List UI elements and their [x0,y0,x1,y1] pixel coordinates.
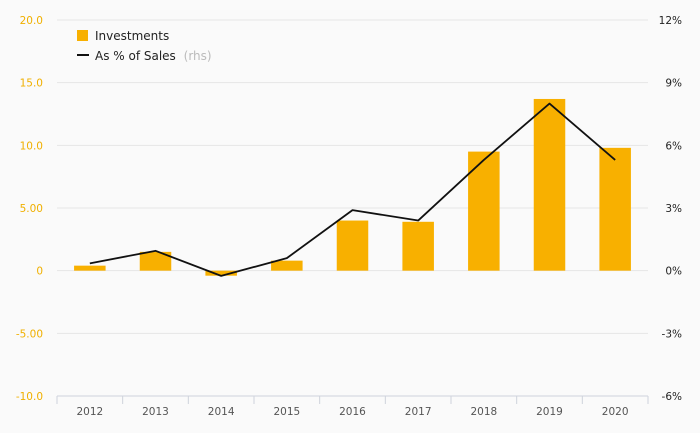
bar-investments-2014 [205,270,237,276]
legend: Investments As % of Sales (rhs) [77,29,212,63]
y-tick-label-left: 10.0 [20,140,43,152]
x-tick-label: 2014 [208,406,235,418]
svg-text:As % of Sales (rhs): As % of Sales (rhs) [95,49,212,63]
bar-investments-2012 [74,265,106,271]
sales-pct-line-layer [89,102,616,277]
x-tick-label: 2015 [273,406,300,418]
y-tick-label-right: 6% [665,140,682,152]
y-tick-label-left: 20.0 [20,15,43,27]
y-tick-label-left: 0 [36,266,43,278]
bar-investments-2020 [599,147,631,271]
y-tick-label-right: 9% [665,78,682,90]
y-tick-label-right: -6% [662,391,682,403]
y-tick-label-right: 12% [659,15,682,27]
y-tick-label-left: 15.0 [20,78,43,90]
x-tick-label: 2020 [602,406,629,418]
y-tick-label-right: 3% [665,203,682,215]
bar-investments-2015 [271,260,303,271]
legend-bar-swatch [77,30,88,41]
x-tick-label: 2019 [536,406,563,418]
legend-rhs-note: (rhs) [184,49,212,63]
bar-investments-2017 [402,221,434,271]
y-tick-label-left: -5.00 [16,328,43,340]
bar-investments-2016 [336,220,369,271]
line-sales-pct [89,102,616,277]
legend-sales-pct-label: As % of Sales [95,49,176,63]
x-tick-label: 2016 [339,406,366,418]
x-tick-label: 2013 [142,406,169,418]
x-tick-label: 2017 [405,406,432,418]
bar-investments-2013 [139,251,172,271]
axes: 20.0 15.0 10.0 5.00 0 -5.00 -10.0 12% 9% 6% 3% 0% -3… [16,15,682,418]
y-tick-label-right: -3% [662,328,682,340]
y-tick-label-left: 5.00 [20,203,43,215]
investment-bars [74,98,631,276]
bar-investments-2018 [468,151,500,271]
legend-investments-label: Investments [95,29,169,43]
bar-investments-2019 [533,98,566,271]
x-tick-label: 2018 [470,406,497,418]
x-tick-label: 2012 [76,406,103,418]
y-tick-label-left: -10.0 [16,391,43,403]
y-tick-label-right: 0% [665,266,682,278]
